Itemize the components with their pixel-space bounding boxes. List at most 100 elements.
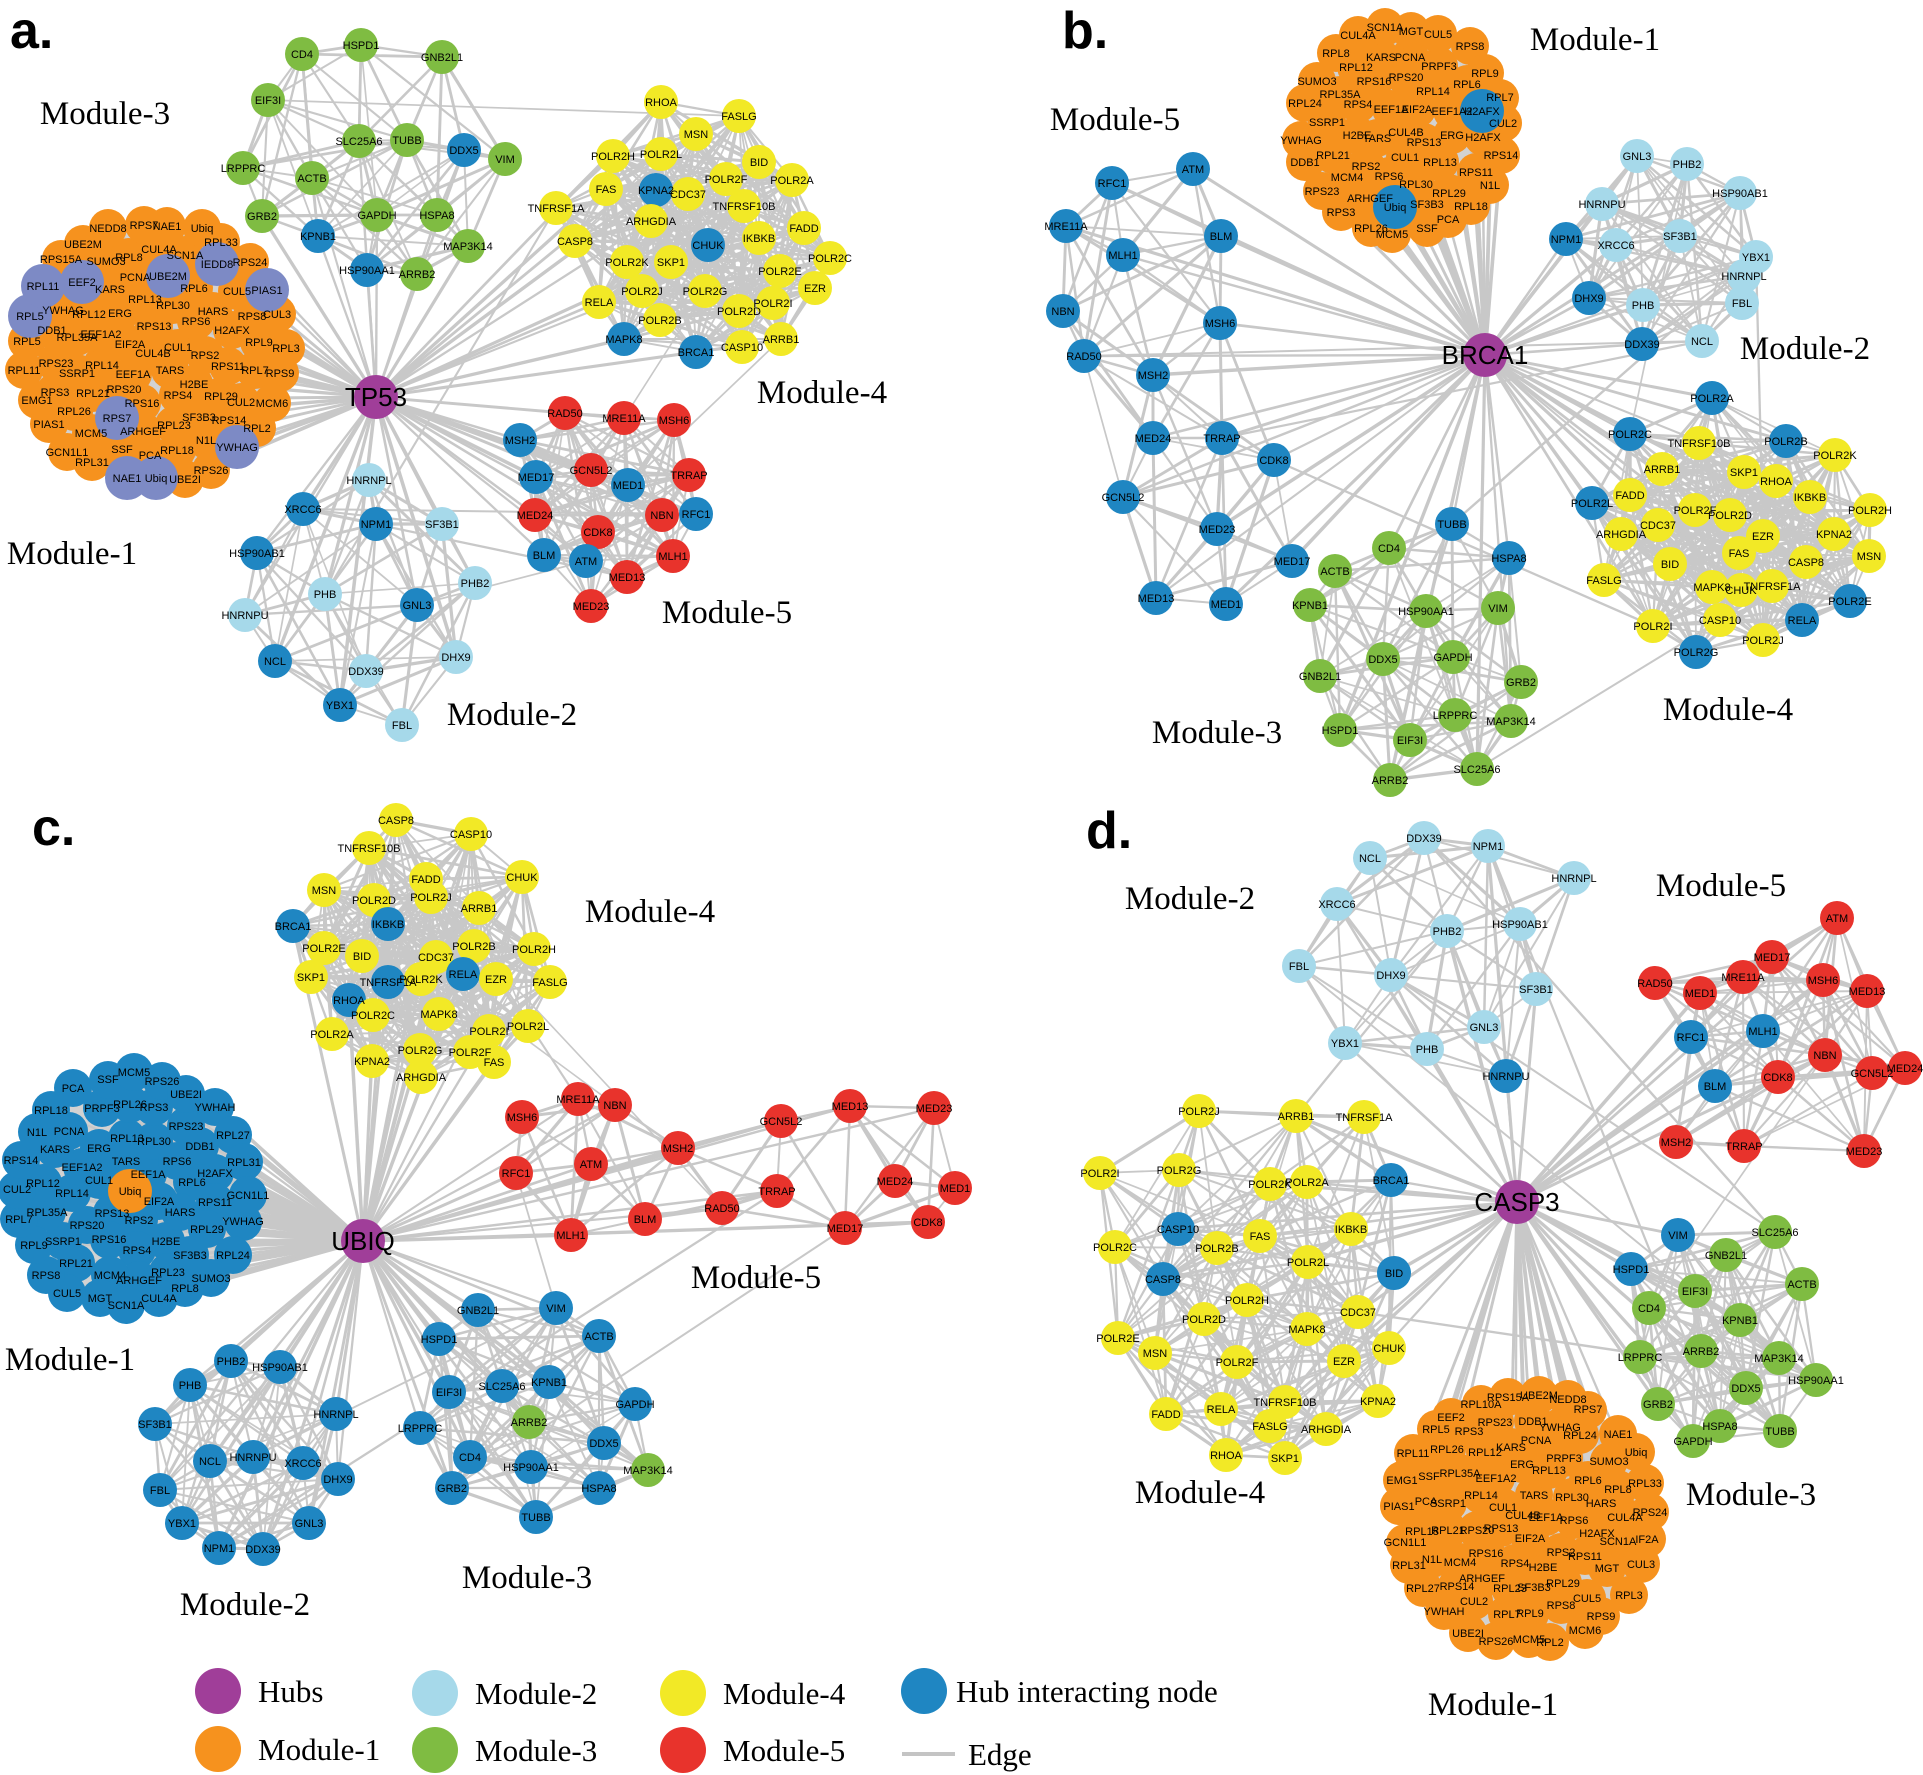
svg-text:DDX5: DDX5 [449,145,478,157]
svg-text:NEDD8: NEDD8 [89,223,126,235]
svg-text:POLR2I: POLR2I [1633,621,1672,633]
svg-text:Ubiq: Ubiq [1625,1447,1648,1459]
svg-text:SSF: SSF [97,1074,119,1086]
svg-text:TNFRSF10B: TNFRSF10B [1668,438,1731,450]
svg-text:HSPA8: HSPA8 [581,1483,616,1495]
svg-text:POLR2B: POLR2B [1764,436,1807,448]
svg-text:POLR2C: POLR2C [808,253,852,265]
svg-text:POLR2I: POLR2I [469,1026,508,1038]
svg-text:POLR2J: POLR2J [621,286,663,298]
svg-text:CD4: CD4 [459,1452,481,1464]
svg-text:a.: a. [10,2,53,60]
svg-text:HNRNPU: HNRNPU [1482,1071,1529,1083]
svg-text:GNB2L1: GNB2L1 [421,52,463,64]
svg-text:RPL2: RPL2 [1536,1637,1564,1649]
svg-text:POLR2K: POLR2K [605,257,649,269]
svg-text:MSN: MSN [684,129,709,141]
svg-text:MAPK8: MAPK8 [1288,1324,1325,1336]
svg-text:GRB2: GRB2 [247,211,277,223]
svg-text:ATM: ATM [1826,913,1848,925]
svg-text:POLR2C: POLR2C [1608,429,1652,441]
svg-text:SKP1: SKP1 [657,257,685,269]
svg-text:RPL35A: RPL35A [1440,1468,1482,1480]
svg-text:POLR2D: POLR2D [1708,510,1752,522]
svg-text:CHUK: CHUK [1373,1343,1405,1355]
svg-text:MED1: MED1 [1685,988,1716,1000]
svg-text:RPL18: RPL18 [34,1105,68,1117]
svg-text:RPS2: RPS2 [125,1215,154,1227]
svg-text:POLR2B: POLR2B [1195,1243,1238,1255]
svg-text:BRCA1: BRCA1 [1442,340,1529,370]
svg-text:EZR: EZR [485,974,507,986]
svg-text:HSPA8: HSPA8 [1491,553,1526,565]
svg-text:N1L: N1L [196,435,216,447]
svg-text:GCN1L1: GCN1L1 [227,1190,270,1202]
svg-text:GNB2L1: GNB2L1 [457,1305,499,1317]
svg-text:CASP8: CASP8 [557,236,593,248]
svg-text:YBX1: YBX1 [1742,252,1770,264]
svg-text:ACTB: ACTB [1320,566,1349,578]
svg-text:RPL33: RPL33 [204,237,238,249]
svg-text:ARRB1: ARRB1 [461,903,498,915]
svg-text:ATM: ATM [580,1159,602,1171]
svg-text:TRRAP: TRRAP [1725,1141,1762,1153]
svg-text:PHB2: PHB2 [1433,926,1462,938]
svg-text:SF3B1: SF3B1 [138,1419,172,1431]
svg-text:SSF: SSF [111,444,133,456]
svg-text:NCL: NCL [264,656,286,668]
svg-text:EEF1A: EEF1A [131,1169,167,1181]
svg-text:GNL3: GNL3 [295,1518,324,1530]
svg-text:RHOA: RHOA [645,97,677,109]
svg-text:RPL13: RPL13 [1532,1465,1566,1477]
svg-text:HSPD1: HSPD1 [1613,1264,1650,1276]
svg-text:FAS: FAS [596,184,617,196]
svg-text:RPS6: RPS6 [163,1156,192,1168]
svg-text:HSP90AA1: HSP90AA1 [339,265,395,277]
svg-text:RPS15A: RPS15A [40,254,83,266]
svg-text:RPL30: RPL30 [156,300,190,312]
svg-text:CUL1: CUL1 [85,1175,113,1187]
svg-text:DDX5: DDX5 [1731,1383,1760,1395]
svg-text:RHOA: RHOA [1210,1450,1242,1462]
svg-text:MED24: MED24 [1887,1063,1923,1075]
svg-text:RPS23: RPS23 [169,1121,204,1133]
svg-text:PCNA: PCNA [54,1126,85,1138]
svg-text:HNRNPL: HNRNPL [313,1409,358,1421]
svg-text:RPS3: RPS3 [140,1102,169,1114]
svg-text:TRRAP: TRRAP [758,1186,795,1198]
svg-text:RPL18: RPL18 [1454,201,1488,213]
svg-text:ARRB2: ARRB2 [1372,775,1409,787]
svg-text:MSH6: MSH6 [1205,318,1236,330]
svg-text:RPS7: RPS7 [103,413,132,425]
svg-text:GCN5L2: GCN5L2 [1102,492,1145,504]
svg-text:BRCA1: BRCA1 [1373,1175,1410,1187]
svg-text:CUL4A: CUL4A [141,1293,177,1305]
svg-text:POLR2A: POLR2A [1285,1177,1329,1189]
svg-text:BID: BID [1385,1268,1403,1280]
svg-text:Module-1: Module-1 [1428,1687,1558,1723]
svg-text:Module-3: Module-3 [40,96,170,132]
svg-text:SSF: SSF [1418,1471,1440,1483]
svg-text:HNRNPL: HNRNPL [1721,271,1766,283]
svg-text:H2AFX: H2AFX [214,325,250,337]
svg-text:FBL: FBL [1289,961,1309,973]
svg-text:MCM6: MCM6 [1569,1625,1601,1637]
svg-text:EZR: EZR [1752,531,1774,543]
svg-text:PIAS1: PIAS1 [251,285,282,297]
svg-text:MAP3K14: MAP3K14 [1754,1353,1804,1365]
svg-text:EZR: EZR [1333,1356,1355,1368]
svg-text:POLR2J: POLR2J [1178,1106,1220,1118]
svg-text:GCN5L2: GCN5L2 [760,1116,803,1128]
svg-text:Module-2: Module-2 [475,1676,597,1711]
svg-text:CASP8: CASP8 [378,815,414,827]
svg-text:TUBB: TUBB [521,1512,550,1524]
svg-text:TARS: TARS [156,365,185,377]
svg-text:POLR2L: POLR2L [640,149,682,161]
svg-text:ERG: ERG [87,1143,111,1155]
svg-text:EMG1: EMG1 [21,395,52,407]
svg-text:POLR2B: POLR2B [638,315,681,327]
svg-text:TARS: TARS [112,1156,141,1168]
svg-text:RPL14: RPL14 [1416,86,1450,98]
svg-text:POLR2H: POLR2H [1225,1295,1269,1307]
svg-text:POLR2D: POLR2D [352,895,396,907]
